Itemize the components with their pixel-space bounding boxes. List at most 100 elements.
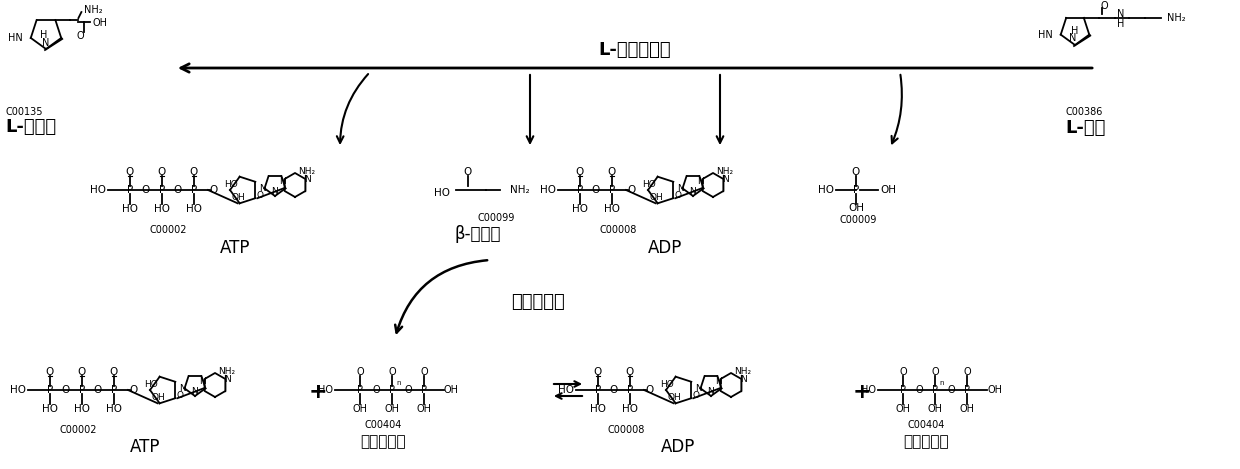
- Text: OH: OH: [93, 18, 108, 28]
- Text: HO: HO: [861, 385, 875, 395]
- Text: OH: OH: [895, 404, 910, 414]
- Text: HO: HO: [572, 204, 588, 214]
- Text: P: P: [577, 185, 583, 195]
- Text: OH: OH: [960, 404, 975, 414]
- Text: N: N: [715, 377, 722, 386]
- Text: N: N: [200, 377, 206, 386]
- Text: C00008: C00008: [608, 425, 645, 435]
- Text: OH: OH: [848, 203, 864, 213]
- Text: HO: HO: [154, 204, 170, 214]
- Text: O: O: [1100, 1, 1107, 11]
- Text: O: O: [176, 391, 184, 400]
- Text: O: O: [77, 31, 84, 41]
- Text: HO: HO: [42, 404, 58, 414]
- Text: O: O: [174, 185, 182, 195]
- Text: HO: HO: [317, 385, 334, 395]
- Text: ADP: ADP: [661, 438, 696, 456]
- Text: O: O: [420, 367, 428, 377]
- Text: +: +: [309, 382, 327, 402]
- Text: N: N: [259, 184, 265, 193]
- Text: O: O: [608, 167, 616, 177]
- Text: N: N: [42, 38, 50, 48]
- Text: HO: HO: [186, 204, 202, 214]
- Text: O: O: [141, 185, 150, 195]
- Text: N: N: [279, 176, 286, 186]
- Text: P: P: [853, 185, 859, 195]
- Text: P: P: [159, 185, 165, 195]
- Text: P: P: [191, 185, 197, 195]
- Text: N: N: [179, 384, 186, 393]
- Text: L-组氨酸: L-组氨酸: [5, 118, 56, 136]
- Text: N: N: [1069, 33, 1076, 43]
- Text: P: P: [126, 185, 133, 195]
- Text: O: O: [931, 367, 939, 377]
- Text: β-丙氨酸: β-丙氨酸: [455, 225, 501, 243]
- Text: P: P: [595, 385, 601, 395]
- Text: OH: OH: [880, 185, 897, 195]
- Text: HO: HO: [590, 404, 606, 414]
- Text: P: P: [627, 385, 634, 395]
- Text: HO: HO: [122, 204, 138, 214]
- Text: ATP: ATP: [219, 239, 250, 257]
- Text: HO: HO: [818, 185, 835, 195]
- Text: HO: HO: [622, 404, 639, 414]
- Text: O: O: [692, 391, 699, 400]
- Text: N: N: [722, 174, 729, 183]
- Text: P: P: [79, 385, 86, 395]
- Text: NH₂: NH₂: [717, 166, 734, 175]
- Text: H: H: [1117, 19, 1125, 29]
- Text: O: O: [126, 167, 134, 177]
- Text: O: O: [899, 367, 906, 377]
- Text: O: O: [915, 385, 923, 395]
- Text: OH: OH: [232, 194, 246, 203]
- Text: P: P: [963, 385, 970, 395]
- Text: HN: HN: [1038, 30, 1053, 40]
- Text: N: N: [708, 387, 714, 396]
- Text: N: N: [697, 176, 704, 186]
- Text: O: O: [210, 185, 218, 195]
- Text: N: N: [304, 174, 311, 183]
- Text: O: O: [78, 367, 86, 377]
- Text: HO: HO: [144, 380, 157, 389]
- Text: +: +: [853, 382, 872, 402]
- Text: O: O: [646, 385, 655, 395]
- Text: C00002: C00002: [60, 425, 98, 435]
- Text: OH: OH: [668, 393, 682, 402]
- Text: O: O: [46, 367, 55, 377]
- Text: O: O: [591, 185, 600, 195]
- Text: O: O: [110, 367, 118, 377]
- Text: N: N: [1117, 9, 1125, 19]
- Text: L-肌肽合成酶: L-肌肽合成酶: [599, 41, 671, 59]
- Text: C00008: C00008: [600, 225, 637, 235]
- Text: H: H: [41, 30, 47, 40]
- Text: N: N: [689, 188, 697, 197]
- Text: n: n: [939, 380, 944, 386]
- Text: O: O: [257, 191, 263, 200]
- Text: OH: OH: [352, 404, 367, 414]
- Text: OH: OH: [417, 404, 432, 414]
- Text: HO: HO: [642, 180, 656, 189]
- Text: C00009: C00009: [839, 215, 877, 225]
- Text: NH₂: NH₂: [299, 166, 315, 175]
- Text: ADP: ADP: [647, 239, 682, 257]
- Text: O: O: [372, 385, 379, 395]
- Text: OH: OH: [444, 385, 459, 395]
- Text: HO: HO: [224, 180, 238, 189]
- Text: P: P: [900, 385, 906, 395]
- Text: N: N: [224, 375, 231, 384]
- Text: O: O: [190, 167, 198, 177]
- Text: C00404: C00404: [365, 420, 402, 430]
- Text: O: O: [610, 385, 618, 395]
- Text: HO: HO: [74, 404, 91, 414]
- Text: HO: HO: [105, 404, 122, 414]
- Text: 多聚磷酸盐: 多聚磷酸盐: [903, 434, 949, 449]
- Text: O: O: [575, 167, 584, 177]
- Text: O: O: [947, 385, 955, 395]
- Text: OH: OH: [384, 404, 399, 414]
- Text: P: P: [932, 385, 937, 395]
- Text: C00135: C00135: [5, 107, 42, 117]
- Text: C00002: C00002: [150, 225, 187, 235]
- Text: O: O: [464, 167, 472, 177]
- Text: O: O: [404, 385, 412, 395]
- Text: P: P: [389, 385, 396, 395]
